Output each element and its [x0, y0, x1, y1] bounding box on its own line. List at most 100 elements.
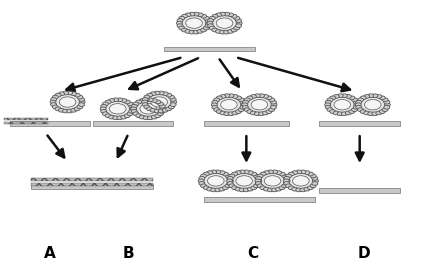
Circle shape — [159, 104, 165, 108]
Circle shape — [232, 95, 238, 98]
Circle shape — [136, 114, 142, 118]
Circle shape — [236, 176, 252, 186]
Circle shape — [279, 186, 285, 190]
Circle shape — [229, 174, 235, 178]
Circle shape — [50, 100, 56, 104]
Circle shape — [379, 110, 385, 113]
Circle shape — [250, 95, 256, 98]
Circle shape — [224, 12, 230, 16]
Circle shape — [62, 109, 68, 113]
Circle shape — [368, 94, 374, 98]
Circle shape — [225, 184, 231, 188]
Circle shape — [333, 95, 339, 98]
Bar — [204, 197, 315, 202]
Circle shape — [124, 114, 130, 118]
Circle shape — [382, 98, 388, 102]
Circle shape — [51, 103, 57, 106]
Circle shape — [243, 170, 249, 174]
Circle shape — [215, 13, 221, 17]
Circle shape — [253, 174, 259, 178]
Circle shape — [260, 186, 266, 190]
Circle shape — [300, 170, 306, 174]
Circle shape — [240, 106, 246, 109]
Circle shape — [105, 100, 111, 104]
Circle shape — [77, 95, 83, 99]
Circle shape — [199, 177, 205, 180]
Circle shape — [360, 96, 366, 100]
Circle shape — [109, 104, 126, 114]
Circle shape — [212, 106, 218, 109]
Circle shape — [327, 98, 333, 102]
Circle shape — [235, 187, 241, 191]
Circle shape — [232, 172, 238, 176]
Circle shape — [251, 100, 268, 110]
Circle shape — [197, 13, 203, 17]
Circle shape — [283, 179, 289, 183]
Circle shape — [129, 107, 135, 111]
Circle shape — [102, 112, 109, 116]
Bar — [204, 121, 289, 126]
Circle shape — [162, 92, 168, 95]
Circle shape — [304, 171, 310, 174]
Circle shape — [139, 99, 145, 102]
Circle shape — [58, 92, 65, 95]
Circle shape — [279, 172, 285, 176]
Circle shape — [227, 182, 233, 185]
Circle shape — [208, 19, 214, 22]
Circle shape — [263, 187, 269, 191]
Circle shape — [206, 21, 211, 25]
Circle shape — [242, 106, 249, 109]
Circle shape — [224, 94, 230, 98]
Circle shape — [211, 170, 217, 174]
Circle shape — [345, 111, 351, 115]
Circle shape — [356, 100, 362, 104]
Circle shape — [353, 100, 359, 104]
Circle shape — [384, 100, 390, 104]
Circle shape — [372, 112, 378, 116]
Circle shape — [238, 98, 244, 102]
Circle shape — [203, 172, 209, 176]
Circle shape — [228, 30, 234, 33]
Circle shape — [312, 182, 318, 185]
Circle shape — [283, 177, 290, 180]
Circle shape — [330, 96, 336, 100]
Circle shape — [139, 115, 145, 119]
Circle shape — [100, 107, 106, 111]
Circle shape — [185, 13, 191, 17]
Circle shape — [131, 110, 137, 113]
Circle shape — [228, 94, 234, 98]
Circle shape — [201, 184, 207, 188]
Circle shape — [222, 186, 228, 190]
Circle shape — [325, 100, 331, 104]
Text: A: A — [44, 246, 56, 261]
Circle shape — [162, 109, 168, 112]
Circle shape — [283, 182, 290, 185]
Circle shape — [228, 179, 233, 183]
Circle shape — [262, 95, 269, 98]
Circle shape — [288, 186, 294, 190]
Circle shape — [160, 107, 166, 111]
Circle shape — [255, 179, 261, 183]
Bar — [92, 121, 173, 126]
Circle shape — [71, 92, 77, 95]
Circle shape — [254, 94, 260, 98]
Circle shape — [181, 14, 187, 18]
Bar — [164, 47, 255, 51]
Circle shape — [79, 100, 85, 104]
Circle shape — [215, 96, 242, 113]
Circle shape — [219, 187, 225, 191]
Circle shape — [272, 170, 278, 174]
Circle shape — [189, 30, 195, 34]
Circle shape — [235, 171, 241, 174]
Circle shape — [78, 103, 85, 106]
Circle shape — [227, 179, 232, 183]
Bar — [31, 183, 153, 186]
Circle shape — [186, 18, 202, 28]
Circle shape — [58, 109, 65, 112]
Circle shape — [205, 24, 211, 27]
Circle shape — [236, 21, 242, 25]
Circle shape — [74, 107, 80, 111]
Circle shape — [201, 14, 207, 18]
Circle shape — [293, 176, 309, 186]
Circle shape — [376, 95, 382, 98]
